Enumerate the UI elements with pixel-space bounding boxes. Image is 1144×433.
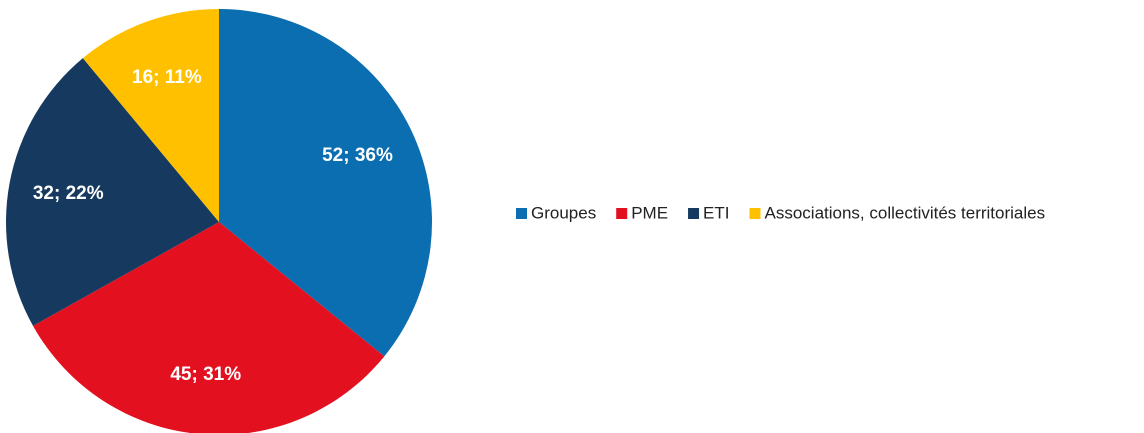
pie-slice: [5, 58, 220, 326]
legend-swatch: [616, 208, 628, 219]
legend-label: Groupes: [531, 203, 596, 222]
data-label: 32; 22%: [33, 183, 104, 204]
legend-swatch: [688, 208, 700, 219]
legend-label: PME: [631, 203, 668, 222]
legend-label: Associations, collectivités territoriale…: [765, 203, 1046, 222]
pie-slice: [219, 9, 433, 357]
legend-swatch: [749, 208, 761, 219]
data-label: 45; 31%: [170, 364, 241, 385]
data-label: 16; 11%: [132, 67, 202, 88]
pie-slice: [33, 222, 385, 433]
data-label: 52; 36%: [322, 145, 393, 166]
legend-swatch: [516, 208, 527, 219]
legend-label: ETI: [703, 203, 729, 222]
pie-slice: [82, 9, 219, 222]
